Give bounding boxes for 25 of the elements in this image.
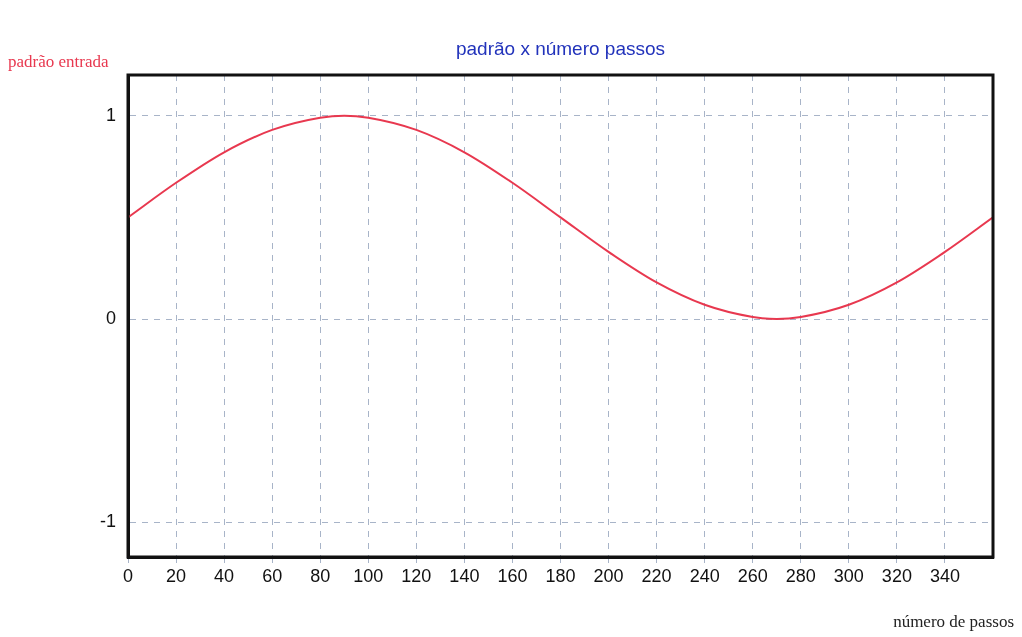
x-tick-label: 60 xyxy=(262,565,283,586)
chart-title: padrão x número passos xyxy=(454,38,667,60)
x-tick-label: 80 xyxy=(310,565,331,586)
line-series xyxy=(128,114,993,321)
y-tick-label: 0 xyxy=(105,308,116,329)
x-tick-label: 20 xyxy=(166,565,187,586)
y-axis-title: padrão entrada xyxy=(8,52,109,72)
x-tick-label: 260 xyxy=(737,565,768,586)
x-tick-label: 180 xyxy=(545,565,576,586)
x-tick-label: 220 xyxy=(641,565,672,586)
x-tick-label: 300 xyxy=(833,565,864,586)
x-tick-label: 40 xyxy=(214,565,235,586)
x-axis-title: número de passos xyxy=(893,612,1014,632)
y-tick-label: 1 xyxy=(105,104,116,125)
x-tick-label: 160 xyxy=(497,565,528,586)
x-tick-label: 100 xyxy=(353,565,384,586)
x-tick-label: 320 xyxy=(881,565,912,586)
x-tick-label: 280 xyxy=(785,565,816,586)
x-tick-label: 0 xyxy=(122,565,134,586)
x-tick-label: 140 xyxy=(449,565,480,586)
x-tick-label: 340 xyxy=(929,565,960,586)
x-tick-label: 200 xyxy=(593,565,624,586)
x-tick-label: 120 xyxy=(401,565,432,586)
y-tick-label: -1 xyxy=(99,511,116,532)
x-tick-label: 240 xyxy=(689,565,720,586)
